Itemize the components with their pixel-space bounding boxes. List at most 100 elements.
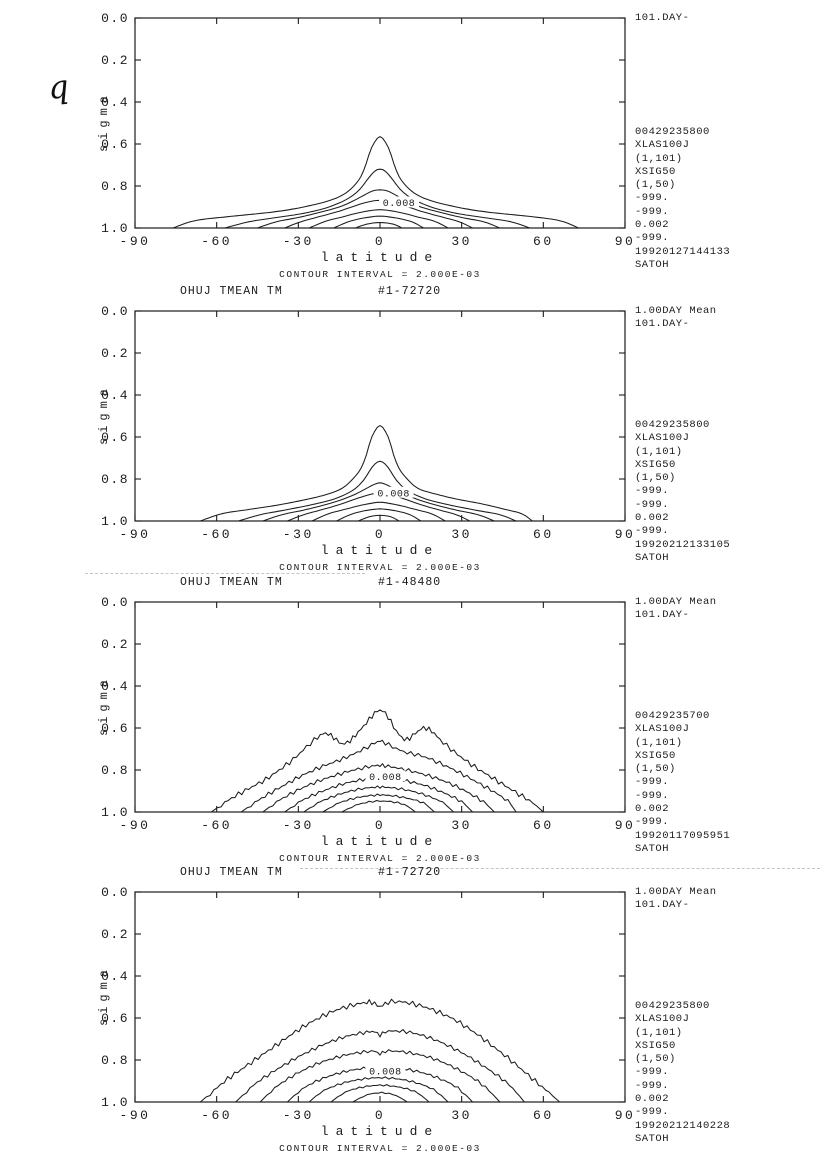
annotation-line: (1,50) <box>635 763 676 776</box>
svg-text:0.4: 0.4 <box>101 969 129 984</box>
panel-title: OHUJ TMEAN TM <box>180 285 283 298</box>
svg-text:0.4: 0.4 <box>101 388 129 403</box>
y-axis-label: sigma <box>97 383 111 445</box>
annotation-line: SATOH <box>635 551 670 564</box>
annotation-line: XSIG50 <box>635 458 676 471</box>
annotation-line: XLAS100J <box>635 139 690 152</box>
contour-plot: -90 -60 -30 0 30 60 90 0.0 0.2 0.4 0.6 0.8 1.0 0.008 <box>101 304 636 542</box>
svg-text:-60: -60 <box>201 818 232 833</box>
panel-title: OHUJ TMEAN TM <box>180 576 283 589</box>
annotation-line: (1,50) <box>635 179 676 192</box>
annotation-line: 101.DAY- <box>635 899 690 912</box>
handwritten-note: q <box>46 67 71 107</box>
svg-text:60: 60 <box>533 1108 554 1123</box>
annotation-line: 00429235800 <box>635 126 710 138</box>
annotation-line: 1.00DAY Mean <box>635 596 717 608</box>
svg-text:0.008: 0.008 <box>369 773 402 784</box>
annotation-line: -999. <box>635 205 670 218</box>
svg-text:0.6: 0.6 <box>101 430 129 445</box>
annotation-header: 1.00DAY Mean 101.DAY- <box>635 886 820 913</box>
svg-text:90: 90 <box>615 818 636 833</box>
x-axis-label: latitude <box>320 250 440 265</box>
annotation-line: 1.00DAY Mean <box>635 886 717 898</box>
annotation-line: XSIG50 <box>635 1039 676 1052</box>
svg-text:-60: -60 <box>201 234 232 249</box>
annotation-line: 0.002 <box>635 512 670 525</box>
scan-artifact-line <box>85 573 365 574</box>
x-axis-label: latitude <box>320 834 440 849</box>
panel-frame-number: #1-72720 <box>378 866 442 879</box>
annotation-line: 19920212140228 <box>635 1119 731 1132</box>
contour-interval-caption: CONTOUR INTERVAL = 2.000E-03 <box>279 269 481 280</box>
svg-text:1.0: 1.0 <box>101 1095 129 1110</box>
svg-text:0.8: 0.8 <box>101 179 129 194</box>
annotation-header: 1.00DAY Mean 101.DAY- <box>635 596 820 623</box>
svg-text:0.008: 0.008 <box>383 199 416 210</box>
contour-plot: -90 -60 -30 0 30 60 90 0.0 0.2 0.4 0.6 0.8 1.0 0.008 <box>101 595 636 833</box>
svg-text:0.2: 0.2 <box>101 927 129 942</box>
svg-text:-60: -60 <box>201 527 232 542</box>
annotation-line: 0.002 <box>635 1093 670 1106</box>
annotation-line: -999. <box>635 1106 670 1119</box>
svg-text:0.2: 0.2 <box>101 53 129 68</box>
panel-header: OHUJ TMEAN TM #1-72720 <box>180 866 610 879</box>
svg-text:60: 60 <box>533 527 554 542</box>
annotation-line: -999. <box>635 192 670 205</box>
annotation-line: XLAS100J <box>635 432 690 445</box>
panel-frame-number: #1-72720 <box>378 285 442 298</box>
annotation-line: -999. <box>635 1079 670 1092</box>
svg-text:30: 30 <box>451 234 472 249</box>
annotation-line: XLAS100J <box>635 1013 690 1026</box>
svg-text:90: 90 <box>615 234 636 249</box>
annotation-line: 0.002 <box>635 219 670 232</box>
y-axis-label: sigma <box>97 964 111 1026</box>
annotation-line: XLAS100J <box>635 723 690 736</box>
svg-text:60: 60 <box>533 234 554 249</box>
contour-plot: -90 -60 -30 0 30 60 90 0.0 0.2 0.4 0.6 0.8 1.0 0.008 <box>101 11 636 249</box>
svg-text:0.0: 0.0 <box>101 11 129 26</box>
annotation-line: (1,101) <box>635 152 683 165</box>
svg-text:-90: -90 <box>120 234 151 249</box>
annotation-line: 101.DAY- <box>635 609 690 622</box>
svg-text:-30: -30 <box>283 818 314 833</box>
svg-text:30: 30 <box>451 818 472 833</box>
annotation-line: 00429235700 <box>635 710 710 722</box>
annotation-line: XSIG50 <box>635 749 676 762</box>
svg-text:-30: -30 <box>283 1108 314 1123</box>
svg-text:0.0: 0.0 <box>101 885 129 900</box>
svg-text:0.6: 0.6 <box>101 721 129 736</box>
annotation-info-block: 00429235700 XLAS100J (1,101) XSIG50 (1,50) -9… <box>635 710 820 856</box>
svg-text:0.8: 0.8 <box>101 763 129 778</box>
x-axis-label: latitude <box>320 543 440 558</box>
svg-text:0: 0 <box>375 234 385 249</box>
annotation-line: XSIG50 <box>635 165 676 178</box>
contour-interval-caption: CONTOUR INTERVAL = 2.000E-03 <box>279 562 481 573</box>
svg-text:0: 0 <box>375 1108 385 1123</box>
contour-interval-caption: CONTOUR INTERVAL = 2.000E-03 <box>279 853 481 864</box>
annotation-line: 19920117095951 <box>635 829 731 842</box>
svg-text:30: 30 <box>451 527 472 542</box>
svg-text:-90: -90 <box>120 1108 151 1123</box>
annotation-info-block: 00429235800 XLAS100J (1,101) XSIG50 (1,50) -9… <box>635 419 820 565</box>
svg-text:0.8: 0.8 <box>101 472 129 487</box>
y-axis-label: sigma <box>97 674 111 736</box>
panel-title: OHUJ TMEAN TM <box>180 866 283 879</box>
annotation-line: -999. <box>635 776 670 789</box>
svg-text:-30: -30 <box>283 527 314 542</box>
svg-text:-60: -60 <box>201 1108 232 1123</box>
svg-text:0.008: 0.008 <box>369 1068 402 1079</box>
svg-text:90: 90 <box>615 527 636 542</box>
svg-text:30: 30 <box>451 1108 472 1123</box>
svg-text:-30: -30 <box>283 234 314 249</box>
svg-text:1.0: 1.0 <box>101 221 129 236</box>
svg-text:-90: -90 <box>120 527 151 542</box>
annotation-line: (1,101) <box>635 1026 683 1039</box>
annotation-line: 0.002 <box>635 803 670 816</box>
svg-text:0: 0 <box>375 527 385 542</box>
annotation-line: -999. <box>635 498 670 511</box>
annotation-line: -999. <box>635 789 670 802</box>
svg-text:1.0: 1.0 <box>101 805 129 820</box>
panel-header: OHUJ TMEAN TM #1-72720 <box>180 285 610 298</box>
annotation-line: 1.00DAY Mean <box>635 305 717 317</box>
